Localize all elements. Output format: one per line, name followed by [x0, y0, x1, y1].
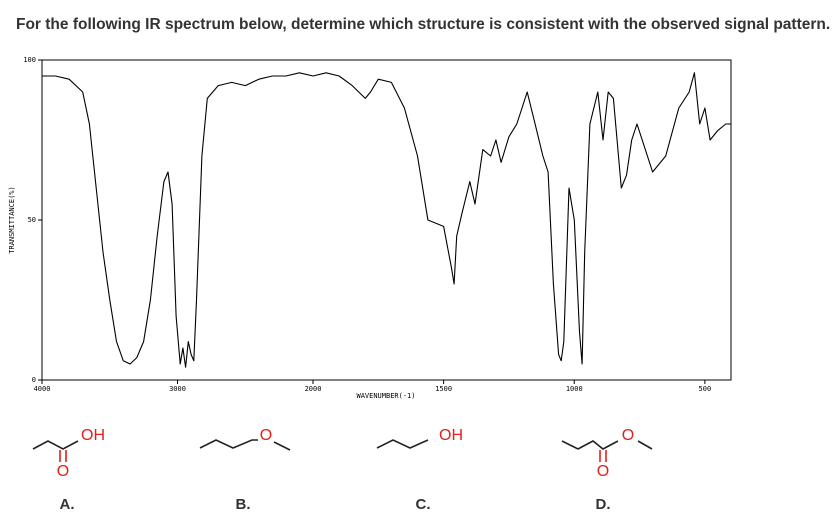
spectrum-line	[42, 72, 731, 368]
bond	[199, 439, 258, 449]
bond	[637, 440, 653, 450]
y-tick-label: 50	[28, 216, 36, 224]
atom-label: O	[57, 463, 69, 480]
bond	[561, 440, 619, 450]
option-label: C.	[416, 496, 431, 513]
option-label: A.	[60, 496, 75, 513]
bond	[32, 440, 79, 450]
x-axis-label: WAVENUMBER(-1)	[356, 392, 415, 400]
x-tick-label: 4000	[34, 385, 51, 393]
y-tick-label: 100	[23, 56, 36, 64]
x-tick-label: 2000	[305, 385, 322, 393]
structure-a: OH O A.	[32, 427, 105, 513]
bond	[273, 441, 291, 451]
y-tick-label: 0	[32, 376, 36, 384]
structure-d: O O D.	[561, 427, 653, 513]
bond	[376, 439, 429, 449]
x-tick-label: 1500	[435, 385, 452, 393]
x-tick-label: 500	[699, 385, 712, 393]
atom-label: O	[622, 427, 634, 444]
structure-c: OH C.	[376, 427, 463, 513]
atom-label: O	[260, 427, 272, 444]
option-label: B.	[236, 496, 251, 513]
y-axis-label: TRANSMITTANCE(%)	[8, 186, 16, 253]
atom-label: OH	[439, 427, 463, 444]
option-label: D.	[596, 496, 611, 513]
x-tick-label: 3000	[169, 385, 186, 393]
atom-label: O	[597, 463, 609, 480]
atom-label: OH	[81, 427, 105, 444]
structure-b: O B.	[199, 427, 291, 513]
x-tick-label: 1000	[566, 385, 583, 393]
question: For the following IR spectrum below, det…	[16, 16, 830, 33]
